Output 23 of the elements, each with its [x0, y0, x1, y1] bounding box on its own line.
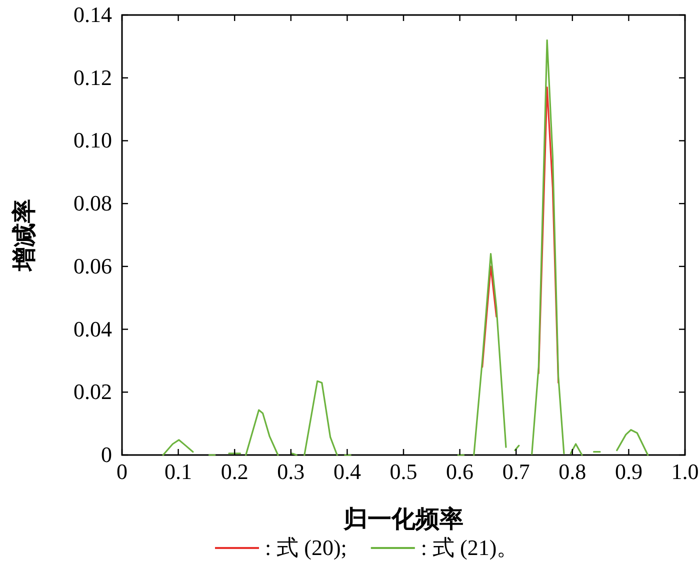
x-tick-label: 0.3	[277, 459, 305, 484]
x-tick-label: 0.6	[446, 459, 474, 484]
x-tick-label: 0	[116, 459, 128, 484]
y-tick-label: 0.08	[74, 190, 112, 216]
y-tick-label: 0.12	[74, 64, 112, 90]
y-axis-title: 增减率	[11, 199, 38, 272]
y-tick-label: 0	[101, 442, 112, 467]
x-axis-title: 归一化频率	[342, 506, 464, 533]
x-tick-label: 0.5	[390, 459, 418, 484]
y-tick-label: 0.10	[74, 128, 112, 153]
x-tick-label: 1.0	[671, 459, 699, 484]
legend-label: : 式 (20);	[265, 535, 347, 560]
y-tick-label: 0.02	[74, 379, 112, 404]
x-tick-label: 0.7	[502, 459, 530, 484]
y-tick-label: 0.14	[74, 2, 112, 27]
x-tick-label: 0.9	[614, 459, 642, 484]
x-tick-label: 0.8	[558, 459, 586, 484]
x-tick-label: 0.1	[164, 459, 192, 484]
legend-label: : 式 (21)。	[420, 535, 519, 560]
x-tick-label: 0.4	[333, 459, 361, 484]
y-tick-label: 0.06	[74, 253, 112, 278]
y-tick-label: 0.04	[74, 316, 112, 342]
x-tick-label: 0.2	[220, 459, 248, 484]
